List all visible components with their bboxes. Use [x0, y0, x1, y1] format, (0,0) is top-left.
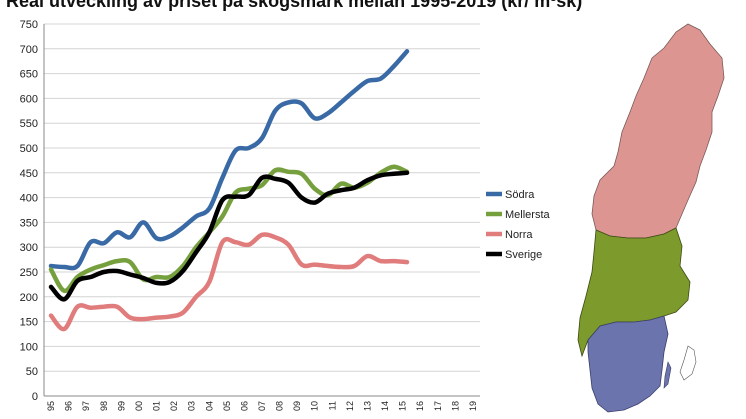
- legend-entry: Sverige: [505, 249, 542, 261]
- x-tick-label: 03: [187, 401, 197, 411]
- y-tick-label: 0: [32, 391, 38, 403]
- x-tick-label: 96: [64, 401, 74, 411]
- x-tick-label: 18: [450, 401, 460, 411]
- legend-entry: Norra: [505, 229, 533, 241]
- line-chart: 0501001502002503003504004505005506006507…: [20, 19, 551, 411]
- x-tick-label: 11: [327, 401, 337, 410]
- series-line-norra: [48, 232, 410, 332]
- y-tick-label: 200: [20, 292, 38, 304]
- legend: Södra Mellersta Norra Sverige: [486, 189, 551, 261]
- x-tick-label: 10: [310, 401, 320, 411]
- series-line-mellersta: [48, 164, 410, 294]
- x-tick-label: 12: [345, 401, 355, 411]
- x-tick-label: 08: [275, 401, 285, 411]
- x-tick-label: 01: [152, 401, 162, 411]
- x-tick-label: 16: [415, 401, 425, 411]
- series-line-södra: [48, 49, 410, 271]
- y-tick-label: 650: [20, 69, 38, 81]
- x-tick-label: 19: [468, 401, 478, 411]
- y-tick-label: 100: [20, 341, 38, 353]
- x-tick-label: 95: [46, 401, 56, 411]
- legend-entry: Mellersta: [505, 209, 551, 221]
- y-tick-label: 250: [20, 267, 38, 279]
- chart-title: Real utveckling av priset på skogsmark m…: [6, 0, 583, 11]
- y-tick-label: 550: [20, 118, 38, 130]
- x-tick-label: 97: [81, 401, 91, 411]
- x-tick-label: 98: [99, 401, 109, 411]
- x-tick-label: 17: [433, 401, 443, 411]
- axes: [43, 24, 480, 397]
- map-island-gotland: [679, 345, 697, 381]
- legend-entry: Södra: [505, 189, 535, 201]
- x-tick-label: 05: [222, 401, 232, 411]
- y-tick-label: 450: [20, 168, 38, 180]
- y-tick-label: 600: [20, 93, 38, 105]
- y-tick-label: 350: [20, 217, 38, 229]
- y-tick-label: 150: [20, 317, 38, 329]
- x-tick-label: 13: [362, 401, 372, 411]
- series-lines: [48, 49, 410, 332]
- y-tick-label: 750: [20, 19, 38, 31]
- sweden-region-map: [577, 23, 725, 413]
- x-tick-label: 14: [380, 401, 390, 411]
- x-tick-label: 06: [239, 401, 249, 411]
- gridlines: [44, 23, 480, 397]
- map-region-norra: [591, 23, 725, 239]
- map-island-oland: [663, 361, 672, 389]
- y-tick-label: 500: [20, 143, 38, 155]
- x-tick-label: 04: [204, 401, 214, 411]
- x-tick-label: 00: [134, 401, 144, 411]
- y-tick-label: 300: [20, 242, 38, 254]
- x-tick-label: 09: [292, 401, 302, 411]
- map-region-sodra: [587, 315, 669, 413]
- series-line-sverige: [48, 170, 410, 302]
- x-tick-label: 07: [257, 401, 267, 411]
- x-tick-label: 02: [169, 401, 179, 411]
- x-tick-label: 99: [116, 401, 126, 411]
- y-tick-label: 400: [20, 193, 38, 205]
- x-tick-label: 15: [398, 401, 408, 411]
- y-tick-label: 700: [20, 44, 38, 56]
- y-tick-labels: 0 50 100 150 200 250 300 350 400 450 500 550 600 650 7…: [20, 19, 38, 403]
- y-tick-label: 50: [26, 366, 38, 378]
- x-tick-labels: 95 96 97 98 99 00 01 02 03 04 05 06 07 08 09 10 11 12 13 14…: [46, 401, 478, 411]
